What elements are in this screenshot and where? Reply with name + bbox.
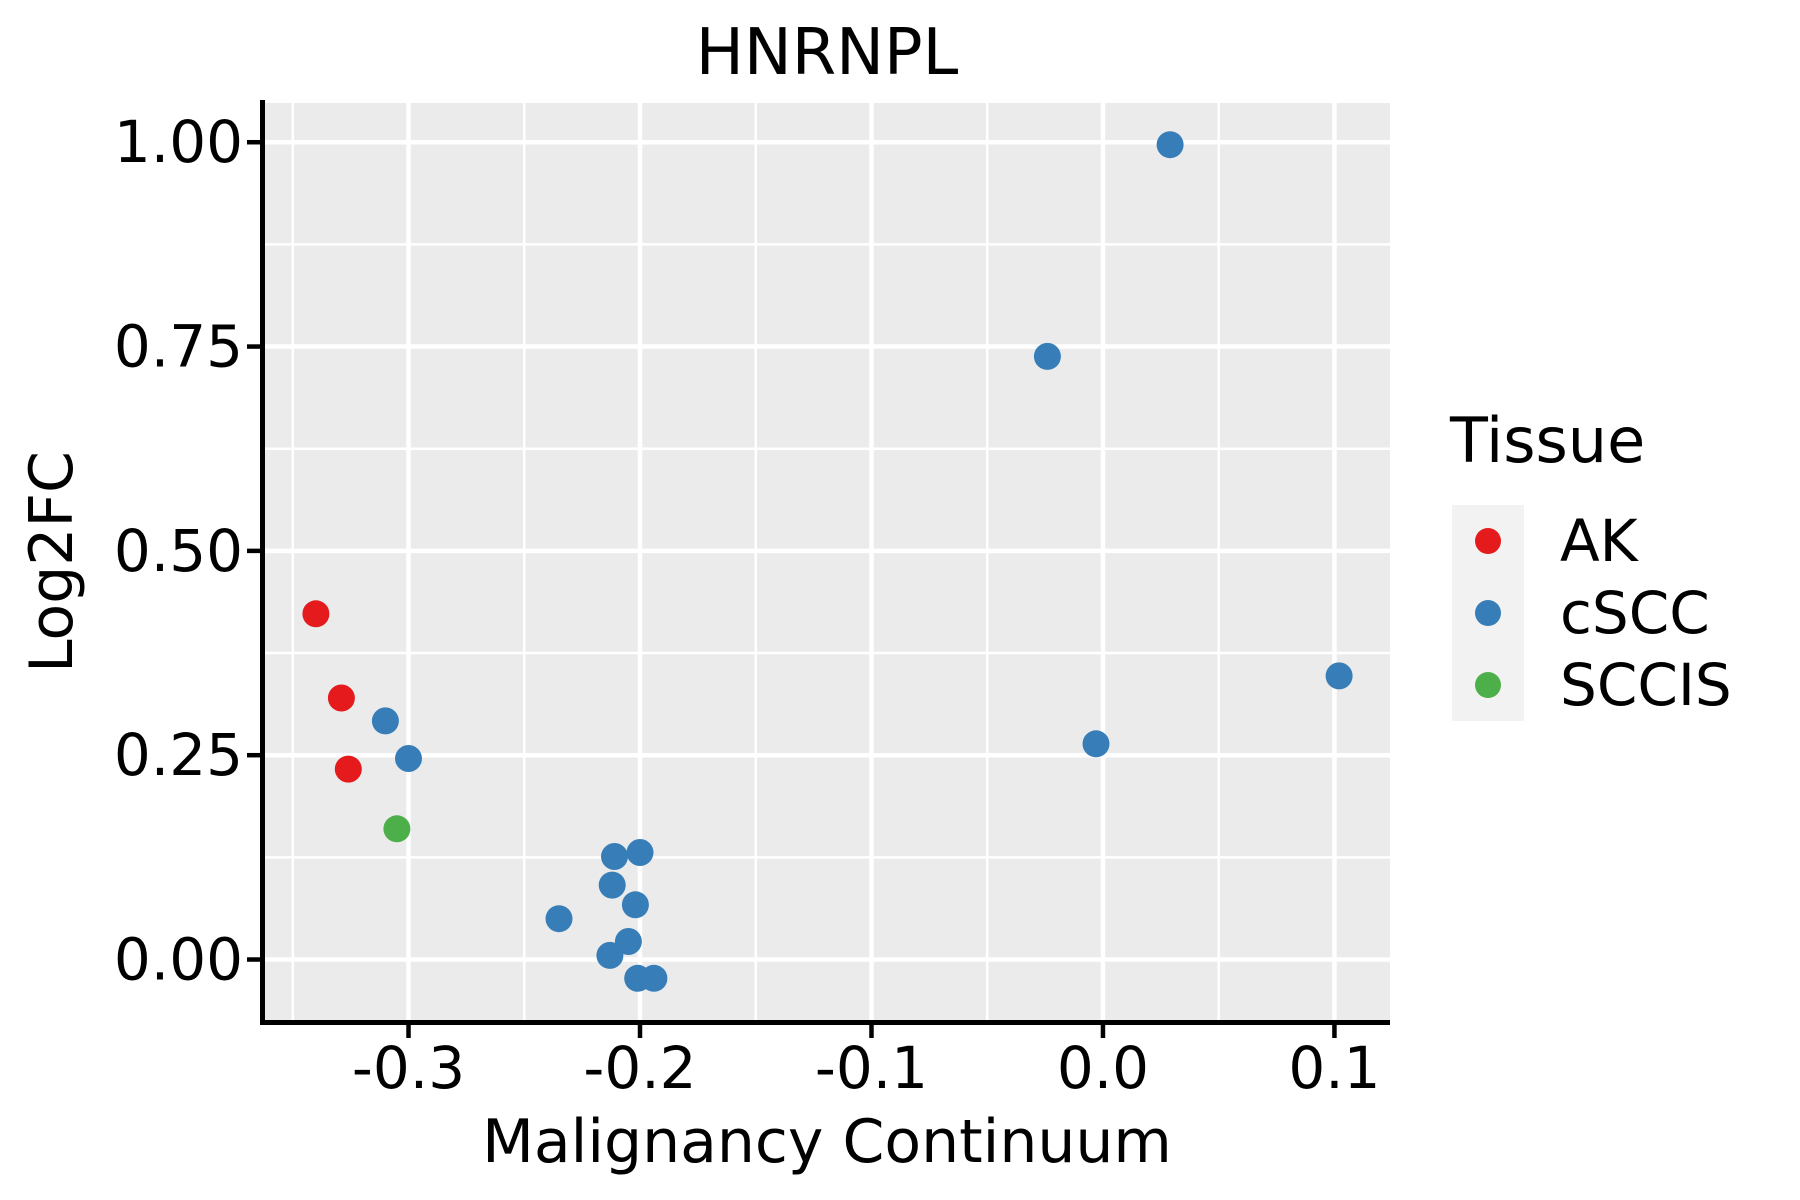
legend-point-AK	[1475, 528, 1501, 554]
data-point-SCCIS	[383, 815, 411, 843]
major-gridlines	[265, 103, 1390, 1020]
legend-title: Tissue	[1449, 404, 1645, 477]
data-point-cSCC	[598, 871, 626, 899]
data-point-AK	[334, 755, 362, 783]
legend-label-cSCC: cSCC	[1560, 579, 1710, 647]
x-tick-label: -0.2	[583, 1034, 696, 1102]
data-point-cSCC	[1033, 342, 1061, 370]
y-tick-label: 0.50	[114, 517, 243, 585]
data-point-cSCC	[545, 905, 573, 933]
y-tick-label: 0.75	[114, 313, 243, 381]
data-point-cSCC	[596, 941, 624, 969]
legend-point-cSCC	[1475, 600, 1501, 626]
legend-label-AK: AK	[1560, 507, 1640, 575]
data-point-cSCC	[626, 839, 654, 866]
data-points	[302, 131, 1353, 992]
data-point-cSCC	[1082, 730, 1110, 758]
data-point-cSCC	[621, 891, 649, 919]
data-point-AK	[302, 600, 330, 628]
data-point-cSCC	[395, 745, 422, 772]
data-point-cSCC	[371, 707, 399, 735]
x-tick-label: 0.0	[1057, 1034, 1149, 1102]
x-axis-ticks: -0.3 -0.2 -0.1 0.0 0.1	[352, 1025, 1381, 1102]
minor-gridlines	[265, 103, 1390, 1020]
y-tick-label: 0.00	[114, 926, 243, 994]
data-point-cSCC	[1325, 662, 1353, 690]
data-point-AK	[327, 684, 355, 712]
plot-title: HNRNPL	[696, 16, 959, 90]
y-tick-label: 0.25	[114, 721, 243, 789]
y-axis-ticks: 0.00 0.25 0.50 0.75 1.00	[114, 108, 260, 994]
legend-label-SCCIS: SCCIS	[1560, 651, 1732, 719]
x-axis-title: Malignancy Continuum	[482, 1107, 1172, 1177]
data-point-cSCC	[601, 843, 628, 870]
legend-point-SCCIS	[1475, 672, 1501, 698]
x-tick-label: -0.1	[815, 1034, 928, 1102]
data-point-cSCC	[614, 928, 642, 955]
x-tick-label: 0.1	[1288, 1034, 1380, 1102]
y-axis-title: Log2FC	[17, 451, 87, 673]
data-point-cSCC	[640, 964, 668, 992]
data-point-cSCC	[1156, 131, 1184, 159]
x-tick-label: -0.3	[352, 1034, 465, 1102]
plot-panel	[265, 103, 1390, 1020]
y-tick-label: 1.00	[114, 108, 243, 176]
